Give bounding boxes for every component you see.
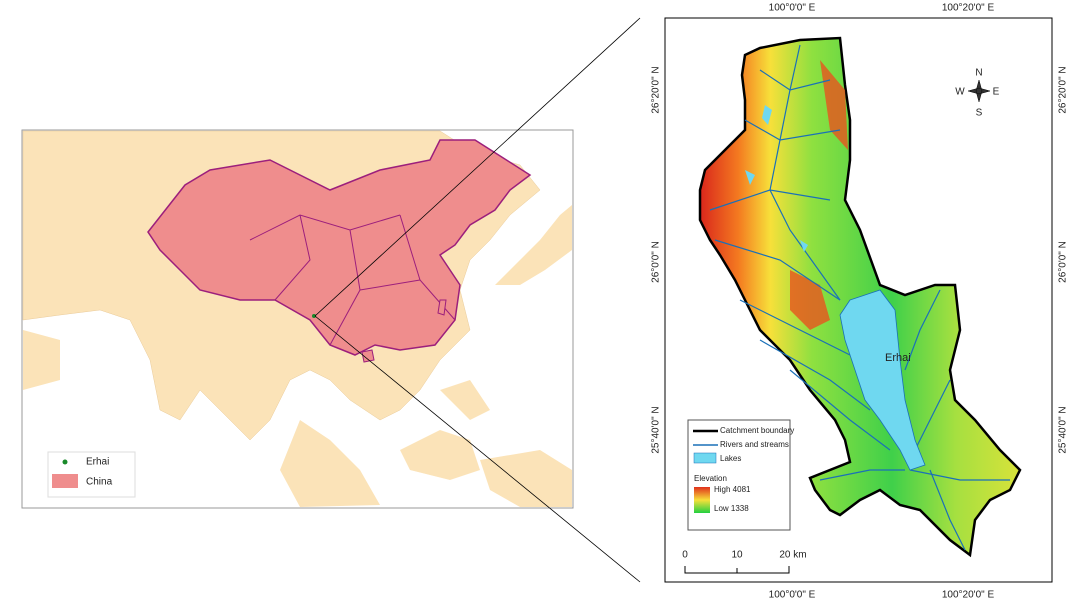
legend-elevation: Elevation: [694, 474, 727, 483]
legend-low: Low 1338: [714, 504, 749, 513]
lake-label: Erhai: [885, 352, 911, 364]
japan: [495, 205, 572, 285]
legend-erhai: Erhai: [86, 457, 109, 468]
lat-label: 25°40'0" N: [1058, 406, 1069, 453]
high-ridges: [790, 60, 848, 330]
scale-label: 20 km: [779, 550, 806, 561]
china: [147, 139, 532, 356]
compass-s: S: [976, 108, 983, 119]
scale-bar: 0 10 20 km: [682, 550, 807, 574]
compass: N E S W: [955, 68, 999, 119]
lon-label: 100°0'0" E: [769, 590, 816, 601]
lake: [839, 289, 926, 471]
compass-n: N: [975, 68, 982, 79]
legend-china-swatch: [52, 474, 78, 488]
inset-map: Erhai China: [21, 129, 574, 509]
lat-label: 26°20'0" N: [651, 66, 662, 113]
connector: [314, 315, 641, 583]
lon-label: 100°20'0" E: [942, 590, 995, 601]
map-legend: Catchment boundary Rivers and streams La…: [687, 419, 794, 531]
legend-china: China: [86, 477, 113, 488]
legend-erhai-marker: [62, 459, 68, 465]
connector: [314, 17, 641, 317]
lon-label: 100°20'0" E: [942, 3, 995, 14]
compass-w: W: [955, 87, 965, 98]
lon-label: 100°0'0" E: [769, 3, 816, 14]
legend-lake-swatch: [693, 452, 717, 464]
lat-label: 25°40'0" N: [651, 406, 662, 453]
catchment-map: Erhai 100°0'0" E 100°20'0" E 100°0'0" E …: [651, 3, 1069, 601]
legend-lakes: Lakes: [720, 454, 741, 463]
islands: [23, 330, 572, 507]
legend-elevation-ramp: [694, 487, 710, 513]
scale-label: 0: [682, 550, 688, 561]
legend-high: High 4081: [714, 485, 751, 494]
scale-label: 10: [731, 550, 743, 561]
legend-boundary: Catchment boundary: [720, 426, 794, 435]
china-islands: [361, 299, 447, 363]
lat-label: 26°0'0" N: [651, 241, 662, 283]
legend-rivers: Rivers and streams: [720, 440, 789, 449]
lat-label: 26°0'0" N: [1058, 241, 1069, 283]
rivers: [709, 44, 1010, 551]
compass-e: E: [993, 87, 1000, 98]
erhai-point: [312, 314, 316, 318]
lat-label: 26°20'0" N: [1058, 66, 1069, 113]
provinces: [249, 214, 456, 346]
